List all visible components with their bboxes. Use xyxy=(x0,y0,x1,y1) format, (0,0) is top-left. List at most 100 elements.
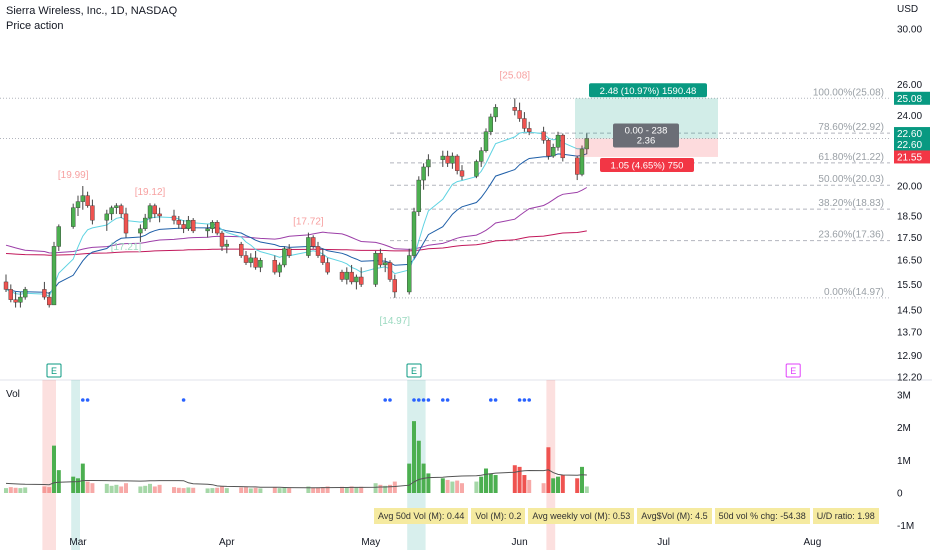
price-tick-label: 13.70 xyxy=(897,328,922,339)
candle xyxy=(147,203,153,223)
candle-body xyxy=(190,219,196,232)
volume-bar xyxy=(124,483,128,493)
time-tick-label: Apr xyxy=(219,537,235,548)
volume-bar xyxy=(383,485,388,493)
candle-body xyxy=(445,155,450,164)
candle xyxy=(373,250,378,287)
candle-body xyxy=(176,219,182,225)
signal-dot xyxy=(417,398,421,402)
candle xyxy=(243,250,249,265)
signal-dot xyxy=(181,398,186,402)
volume-bar xyxy=(52,445,56,493)
candle-body xyxy=(383,262,388,266)
candle xyxy=(287,244,292,258)
price-tick-label: 16.50 xyxy=(897,256,922,267)
candle xyxy=(483,128,489,153)
candle xyxy=(138,224,143,242)
volume-bar xyxy=(90,483,95,493)
volume-highlight-band xyxy=(407,380,426,550)
candle-body xyxy=(186,219,191,229)
volume-bar xyxy=(359,486,364,493)
candle xyxy=(114,203,119,214)
volume-bar xyxy=(220,486,224,493)
candle xyxy=(51,241,57,306)
candle xyxy=(70,203,76,229)
volume-bar xyxy=(541,483,546,493)
volume-stats-bar: Avg 50d Vol (M): 0.44 Vol (M): 0.2 Avg w… xyxy=(374,508,879,524)
volume-bar xyxy=(450,481,455,493)
volume-bar xyxy=(253,487,258,493)
volume-bar xyxy=(4,488,8,493)
price-tick-label: 24.00 xyxy=(897,111,922,122)
indicator-name[interactable]: Price action xyxy=(6,20,64,32)
time-tick-label: Aug xyxy=(804,537,822,548)
price-badge-box xyxy=(894,91,930,105)
candle xyxy=(493,104,498,122)
symbol-title[interactable]: Sierra Wireless, Inc., 1D, NASDAQ xyxy=(6,5,178,17)
volume-bar xyxy=(205,488,210,493)
earnings-marker[interactable]: E xyxy=(46,363,62,378)
candle xyxy=(118,203,124,219)
candle xyxy=(176,215,182,229)
candle xyxy=(272,255,277,275)
volume-bar xyxy=(556,476,560,493)
candle-body xyxy=(248,257,254,263)
volume-bar xyxy=(512,465,517,493)
candle-body xyxy=(219,232,225,247)
volume-bar xyxy=(138,486,143,493)
volume-bar xyxy=(392,481,397,493)
signal-dot xyxy=(383,398,388,402)
volume-bar xyxy=(191,487,196,493)
candle-body xyxy=(493,107,498,118)
candle-body xyxy=(210,222,215,229)
candle xyxy=(224,239,230,254)
volume-bar xyxy=(85,481,90,493)
candle xyxy=(359,267,364,287)
candle xyxy=(479,147,484,167)
time-tick-label: May xyxy=(361,537,380,548)
volume-bar xyxy=(215,487,220,493)
candle-body xyxy=(23,289,28,298)
candle xyxy=(109,205,114,221)
candle xyxy=(80,186,86,210)
volume-bar xyxy=(584,486,589,493)
volume-bar xyxy=(157,484,162,493)
volume-bar xyxy=(248,488,253,493)
volume-bar xyxy=(13,487,18,493)
target-label-box xyxy=(589,83,707,98)
volume-bar xyxy=(407,463,412,493)
candle xyxy=(277,262,282,277)
candle xyxy=(512,98,517,116)
candle-body xyxy=(243,255,249,263)
volume-bar xyxy=(517,466,522,493)
candle-body xyxy=(483,131,489,151)
candle-body xyxy=(325,262,330,273)
candle-body xyxy=(349,271,354,283)
hilo-label: [19.12] xyxy=(135,187,166,198)
candle-body xyxy=(411,211,417,256)
price-tick-label: 12.90 xyxy=(897,351,922,362)
stop-label: 1.05 (4.65%) 750 xyxy=(611,160,684,171)
volume-highlight-band xyxy=(71,380,80,550)
earnings-marker[interactable]: E xyxy=(406,363,422,378)
candle-body xyxy=(555,134,561,148)
price-badge: 22.60 xyxy=(894,138,930,152)
candle xyxy=(339,269,345,282)
stat-50d-vol-change: 50d vol % chg: -54.38 xyxy=(714,508,810,524)
candle-body xyxy=(13,299,18,303)
volume-bar xyxy=(522,475,527,493)
candle-body xyxy=(450,155,455,164)
volume-bar xyxy=(181,488,186,493)
candle-body xyxy=(90,205,95,221)
candle xyxy=(23,286,28,300)
earnings-marker[interactable]: E xyxy=(785,363,801,378)
hilo-label: [14.97] xyxy=(380,316,411,327)
candle-body xyxy=(51,246,57,306)
candle xyxy=(320,248,325,265)
candle-body xyxy=(354,276,359,283)
candle-body xyxy=(459,170,465,177)
sma-50-line xyxy=(5,187,588,254)
volume-bar xyxy=(580,466,584,493)
